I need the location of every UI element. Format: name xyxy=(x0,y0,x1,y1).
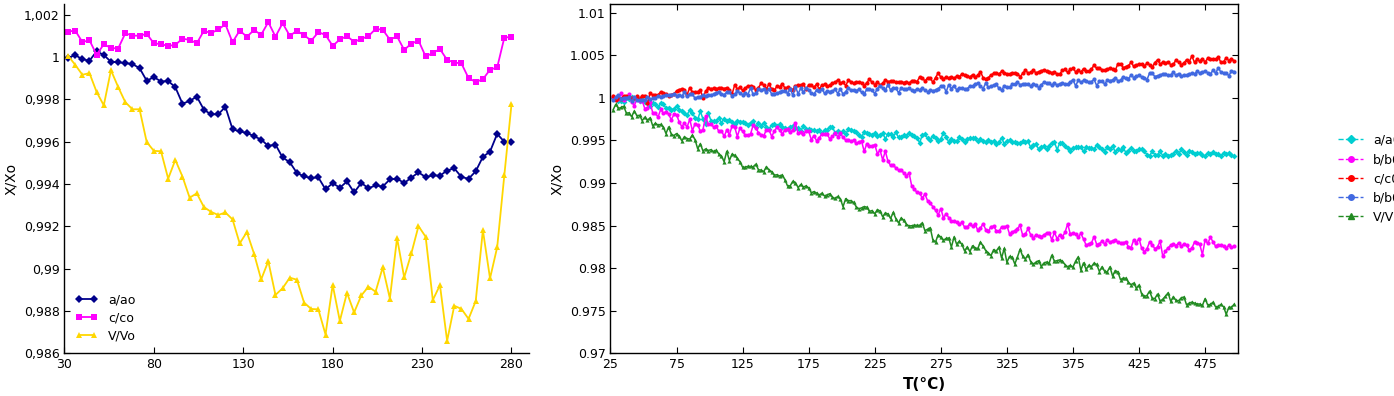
c/co xyxy=(181,38,198,42)
c/c0 xyxy=(859,80,875,85)
a/ao xyxy=(275,155,291,160)
c/co xyxy=(275,21,291,26)
a/a0 xyxy=(1225,154,1242,158)
V/Vo xyxy=(268,293,284,297)
b/b0 xyxy=(1104,238,1121,243)
c/c0 xyxy=(664,92,680,97)
Line: b/b0: b/b0 xyxy=(611,66,1236,103)
V/Vo xyxy=(60,53,77,58)
V/V0 xyxy=(1104,274,1121,278)
V/Vo xyxy=(503,102,520,107)
V/V0 xyxy=(605,107,622,112)
b/b0 xyxy=(605,98,622,103)
a/a0 xyxy=(623,94,640,99)
b/b0 xyxy=(1154,254,1171,259)
Legend: a/ao, c/co, V/Vo: a/ao, c/co, V/Vo xyxy=(71,288,141,347)
V/V0 xyxy=(942,245,959,249)
a/a0 xyxy=(605,96,622,101)
a/ao xyxy=(346,190,362,195)
c/co xyxy=(467,80,484,84)
Line: V/Vo: V/Vo xyxy=(66,53,514,344)
b/b0 xyxy=(664,117,680,122)
b/b0 xyxy=(1065,77,1082,82)
b/b0 xyxy=(942,219,959,223)
c/c0 xyxy=(638,101,655,106)
c/c0 xyxy=(1104,67,1121,71)
b/b0 xyxy=(942,86,959,91)
a/a0 xyxy=(1196,154,1213,159)
a/ao xyxy=(60,55,77,60)
Line: a/a0: a/a0 xyxy=(611,95,1236,158)
a/ao xyxy=(382,177,399,182)
c/co xyxy=(503,34,520,39)
V/V0 xyxy=(848,204,864,209)
b/b0 xyxy=(1225,69,1242,74)
b/b0 xyxy=(613,91,630,96)
V/V0 xyxy=(859,205,875,209)
b/b0 xyxy=(848,88,864,93)
a/a0 xyxy=(664,107,680,112)
a/a0 xyxy=(942,137,959,142)
b/b0 xyxy=(859,141,875,146)
b/b0 xyxy=(859,87,875,91)
Y-axis label: X/Xo: X/Xo xyxy=(4,163,18,195)
c/co xyxy=(195,29,212,33)
V/V0 xyxy=(608,102,625,107)
b/b0 xyxy=(1225,244,1242,249)
c/c0 xyxy=(942,74,959,79)
a/ao xyxy=(503,139,520,144)
V/Vo xyxy=(282,275,298,280)
b/b0 xyxy=(1104,78,1121,82)
V/V0 xyxy=(664,131,680,136)
c/c0 xyxy=(1065,66,1082,71)
b/b0 xyxy=(848,141,864,146)
a/ao xyxy=(202,112,219,117)
Legend: a/a0, b/b0, c/c0, b/b0, V/V0: a/a0, b/b0, c/c0, b/b0, V/V0 xyxy=(1333,129,1394,229)
V/V0 xyxy=(1225,302,1242,307)
c/c0 xyxy=(605,93,622,98)
Line: c/c0: c/c0 xyxy=(611,54,1236,105)
c/c0 xyxy=(1184,54,1200,59)
b/b0 xyxy=(664,93,680,97)
a/a0 xyxy=(1065,146,1082,151)
X-axis label: T(°C): T(°C) xyxy=(903,377,947,392)
b/b0 xyxy=(623,99,640,103)
c/co xyxy=(60,29,77,34)
c/co xyxy=(375,27,392,32)
c/co xyxy=(289,29,305,33)
c/c0 xyxy=(1225,59,1242,64)
b/b0 xyxy=(1065,230,1082,235)
c/co xyxy=(259,20,276,25)
a/ao xyxy=(188,94,205,99)
Y-axis label: X/Xo: X/Xo xyxy=(551,163,565,195)
V/Vo xyxy=(367,289,383,294)
V/Vo xyxy=(496,173,513,177)
Line: V/V0: V/V0 xyxy=(611,102,1236,316)
a/a0 xyxy=(859,131,875,135)
Line: b/b0: b/b0 xyxy=(611,91,1236,259)
b/b0 xyxy=(605,95,622,100)
b/b0 xyxy=(1210,65,1227,70)
V/Vo xyxy=(181,195,198,200)
a/ao xyxy=(289,171,305,175)
V/V0 xyxy=(1065,265,1082,270)
V/Vo xyxy=(439,339,456,343)
a/a0 xyxy=(848,130,864,135)
c/co xyxy=(496,35,513,40)
V/V0 xyxy=(1218,312,1235,317)
c/c0 xyxy=(848,80,864,84)
Line: a/ao: a/ao xyxy=(66,49,514,195)
Line: c/co: c/co xyxy=(66,19,514,85)
a/ao xyxy=(88,49,105,54)
a/a0 xyxy=(1104,144,1121,148)
a/ao xyxy=(496,139,513,144)
V/Vo xyxy=(195,205,212,209)
